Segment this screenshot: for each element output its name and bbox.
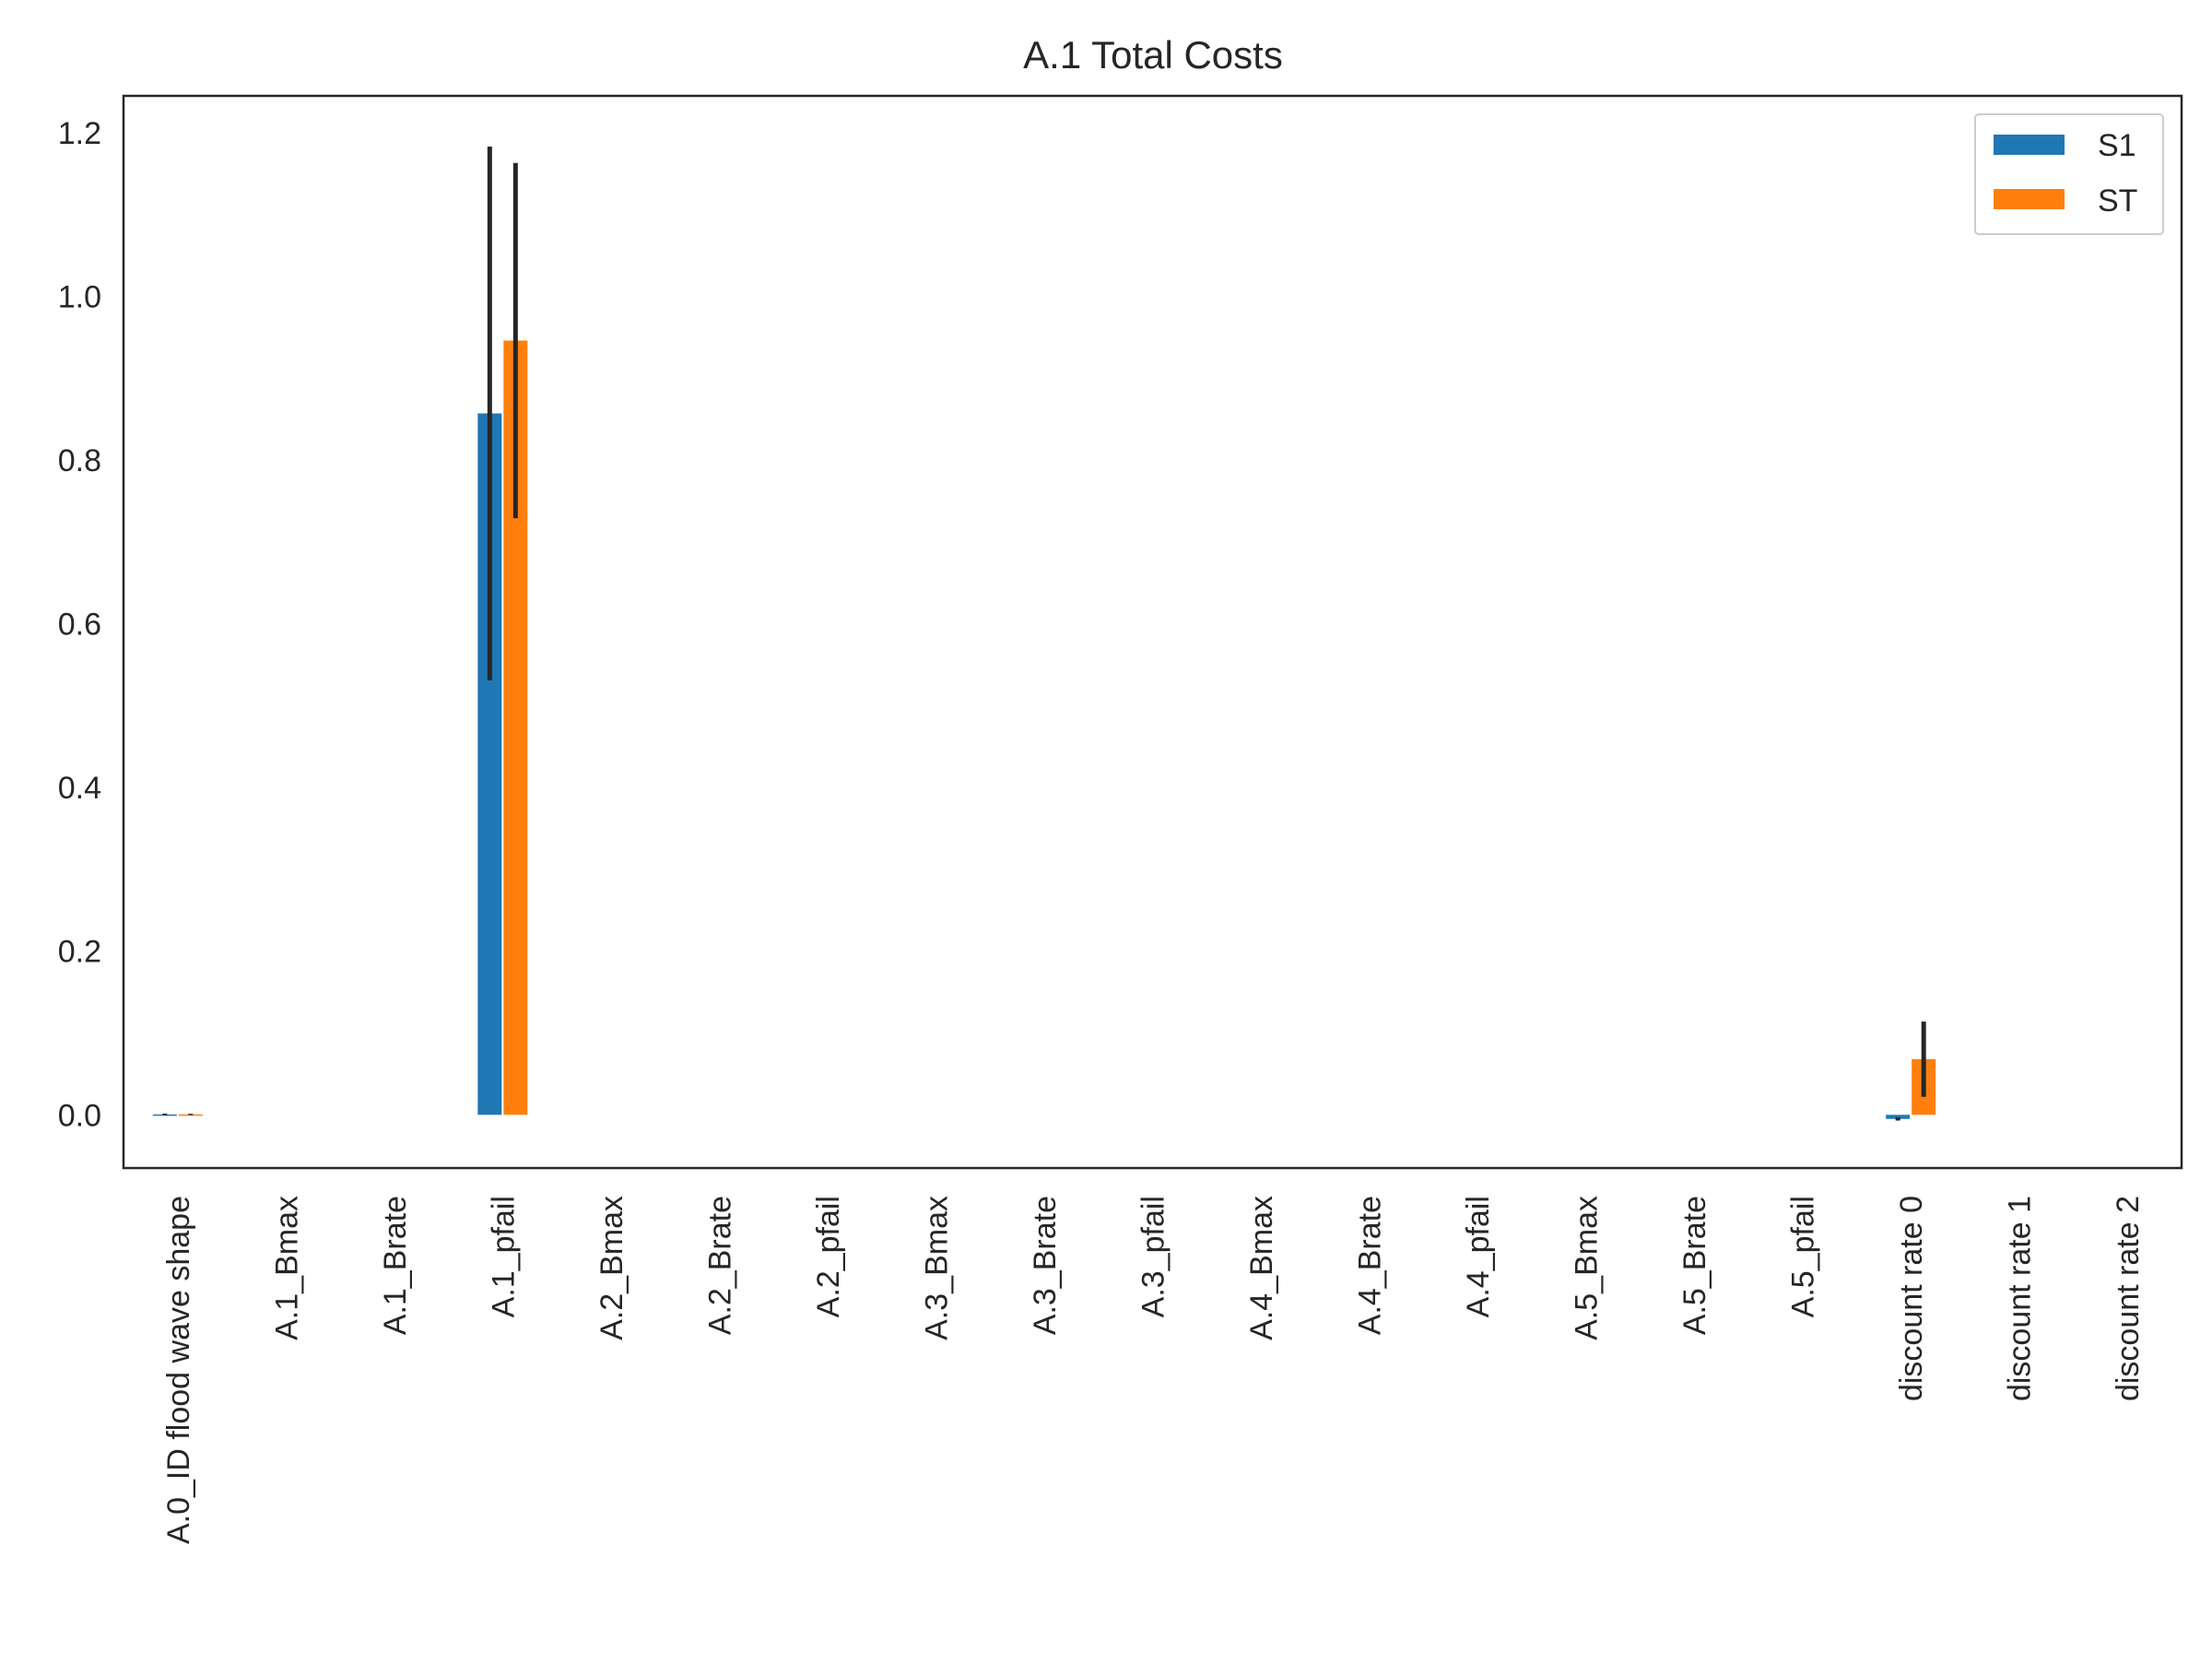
bar-s1-16 (1886, 1115, 1911, 1119)
x-tick-label: A.2_Brate (702, 1196, 737, 1335)
x-tick-label: A.3_Bmax (919, 1196, 954, 1340)
x-tick-label: A.1_pfail (486, 1196, 521, 1317)
error-bars-layer (162, 147, 1926, 1121)
bar-st-0 (178, 1114, 203, 1116)
y-tick-label: 0.6 (58, 608, 101, 643)
x-tick-label: A.4_Brate (1353, 1196, 1388, 1335)
x-tick-label: A.5_Brate (1677, 1196, 1712, 1335)
chart-title: A.1 Total Costs (1023, 33, 1283, 77)
x-tick-label: A.5_Bmax (1570, 1196, 1605, 1340)
y-tick-label: 0.2 (58, 935, 101, 970)
x-tick-label: A.0_ID flood wave shape (161, 1196, 196, 1544)
legend-swatch-s1 (1994, 135, 2065, 155)
y-axis-ticks: 0.0 0.2 0.4 0.6 0.8 1.0 1.2 (58, 116, 101, 1133)
legend: S1 ST (1974, 113, 2164, 235)
plot-frame (122, 94, 2183, 1170)
legend-label-s1: S1 (2098, 128, 2136, 163)
x-tick-label: A.2_pfail (811, 1196, 846, 1317)
y-tick-label: 0.0 (58, 1098, 101, 1133)
y-tick-label: 0.4 (58, 771, 101, 806)
x-tick-label: A.4_pfail (1461, 1196, 1496, 1317)
x-tick-label: A.2_Bmax (594, 1196, 629, 1340)
y-tick-label: 0.8 (58, 443, 101, 478)
x-tick-label: A.1_Bmax (269, 1196, 304, 1340)
x-tick-label: discount rate 2 (2111, 1196, 2146, 1401)
legend-label-st: ST (2098, 183, 2137, 218)
x-tick-label: A.1_Brate (378, 1196, 413, 1335)
x-tick-label: A.4_Bmax (1244, 1196, 1279, 1340)
x-tick-label: A.5_pfail (1786, 1196, 1821, 1317)
y-tick-label: 1.2 (58, 116, 101, 151)
legend-swatch-st (1994, 189, 2065, 209)
x-tick-label: A.3_pfail (1136, 1196, 1171, 1317)
x-tick-label: discount rate 0 (1894, 1196, 1929, 1401)
x-axis-ticks: A.0_ID flood wave shape A.1_Bmax A.1_Brate… (161, 1196, 2146, 1544)
y-tick-label: 1.0 (58, 280, 101, 315)
x-tick-label: A.3_Brate (1028, 1196, 1063, 1335)
x-tick-label: discount rate 1 (2003, 1196, 2038, 1401)
